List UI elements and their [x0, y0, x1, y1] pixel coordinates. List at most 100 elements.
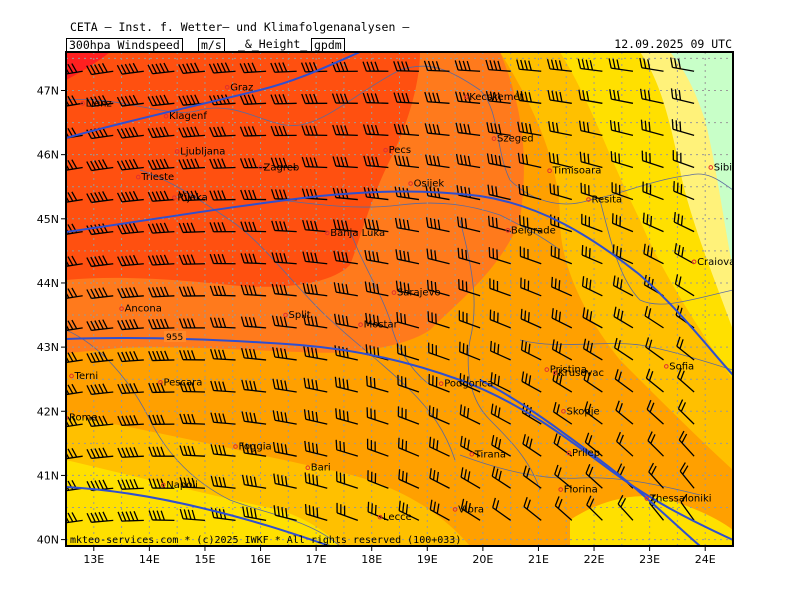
wind-barb [117, 318, 144, 331]
wind-barb [639, 57, 664, 72]
wind-barb [301, 156, 328, 169]
wind-barb [554, 464, 573, 489]
city-marker [163, 113, 169, 119]
wind-barb [642, 212, 664, 233]
wind-barb [179, 477, 205, 489]
wind-barb [365, 375, 389, 393]
wind-barb [397, 406, 420, 425]
wind-barb [209, 126, 236, 138]
wind-barb [272, 441, 297, 457]
city-podgorica: Podgorica [438, 379, 493, 390]
wind-barb [645, 368, 664, 393]
wind-barb [455, 153, 481, 169]
lon-tick-label: 20E [472, 553, 493, 566]
city-marker [283, 312, 288, 318]
wind-barb [610, 151, 634, 169]
wind-barb [303, 409, 328, 425]
wind-barb [239, 62, 267, 74]
height-contour-5 [479, 379, 701, 546]
city-sofia: Sofia [664, 361, 694, 372]
wind-barb [523, 496, 542, 521]
lon-tick-label: 14E [139, 553, 160, 566]
wind-barb [398, 500, 420, 521]
city-marker [408, 181, 413, 186]
wind-barb [335, 408, 358, 425]
wind-barb [428, 436, 450, 457]
wind-barb [578, 120, 603, 137]
wind-barb [148, 382, 175, 394]
city-label: Ljubljana [180, 146, 225, 157]
wind-barb [551, 308, 573, 329]
wind-barb [116, 94, 144, 107]
wind-barb [209, 190, 236, 201]
wind-barb [550, 214, 573, 233]
wind-barb [179, 445, 205, 457]
wind-barb [615, 400, 634, 425]
wind-barb [648, 462, 665, 489]
wind-barb [116, 158, 144, 171]
wind-barb [641, 150, 664, 169]
wind-barb [304, 440, 328, 457]
wind-barb [679, 462, 695, 489]
city-lecce: Lecce [377, 512, 412, 523]
city-label: Sarajevo [397, 288, 441, 299]
wind-barb [366, 407, 389, 425]
wind-barb [116, 190, 144, 203]
city-krusevac: Krusevac [552, 368, 604, 379]
wind-barb [609, 89, 634, 104]
wind-barb [582, 338, 603, 361]
wind-barb [396, 312, 420, 329]
height-label: _&_Height_ [238, 37, 308, 51]
lon-tick-label: 13E [83, 553, 104, 566]
wind-barb [147, 62, 175, 75]
wind-barb [424, 123, 450, 137]
band-fill-8 [670, 52, 733, 270]
lat-tick-label: 46N [37, 149, 59, 162]
wind-barb [554, 496, 573, 521]
wind-barb [86, 223, 114, 236]
wind-barb [613, 306, 634, 329]
wind-barb [241, 348, 267, 361]
wind-barb [363, 218, 389, 233]
city-label: Osijek [414, 179, 445, 190]
wind-barb [302, 314, 328, 329]
wind-barb [616, 431, 634, 457]
city-rome: Rome [66, 413, 98, 424]
wind-barb [272, 347, 297, 361]
wind-barb [460, 498, 481, 521]
wind-barb [239, 94, 267, 105]
wind-barb [86, 255, 114, 268]
city-tirana: Tirana [469, 449, 506, 460]
wind-barb [584, 401, 603, 425]
city-lienz: Lienz [80, 98, 112, 109]
wind-barb [673, 181, 695, 201]
wind-barb [86, 95, 114, 108]
wind-barb [336, 502, 359, 521]
wind-barb [147, 190, 175, 202]
wind-barb [516, 90, 542, 104]
wind-barb [487, 184, 511, 201]
wind-barb [240, 189, 267, 201]
wind-barb [302, 219, 328, 233]
lon-tick-label: 15E [194, 553, 215, 566]
copyright-footer: mkteo-services.com * (c)2025 IWKF * All … [70, 535, 462, 546]
wind-barb [393, 92, 419, 104]
wind-barb [302, 251, 328, 265]
wind-barb [552, 401, 573, 425]
city-marker [505, 228, 511, 233]
wind-barb [178, 94, 206, 106]
wind-barb [116, 126, 144, 139]
wind-barb [331, 61, 358, 73]
wind-barb [397, 437, 420, 457]
city-bari: Bari [305, 463, 331, 474]
wind-barb [117, 511, 144, 522]
wind-barb [608, 58, 634, 72]
wind-barb [458, 310, 481, 329]
height-contour-1 [66, 52, 361, 139]
lat-tick-label: 41N [37, 469, 59, 482]
wind-barb [427, 311, 450, 329]
wind-barb [460, 467, 481, 489]
wind-barb [428, 373, 450, 393]
wind-barb [240, 284, 267, 297]
